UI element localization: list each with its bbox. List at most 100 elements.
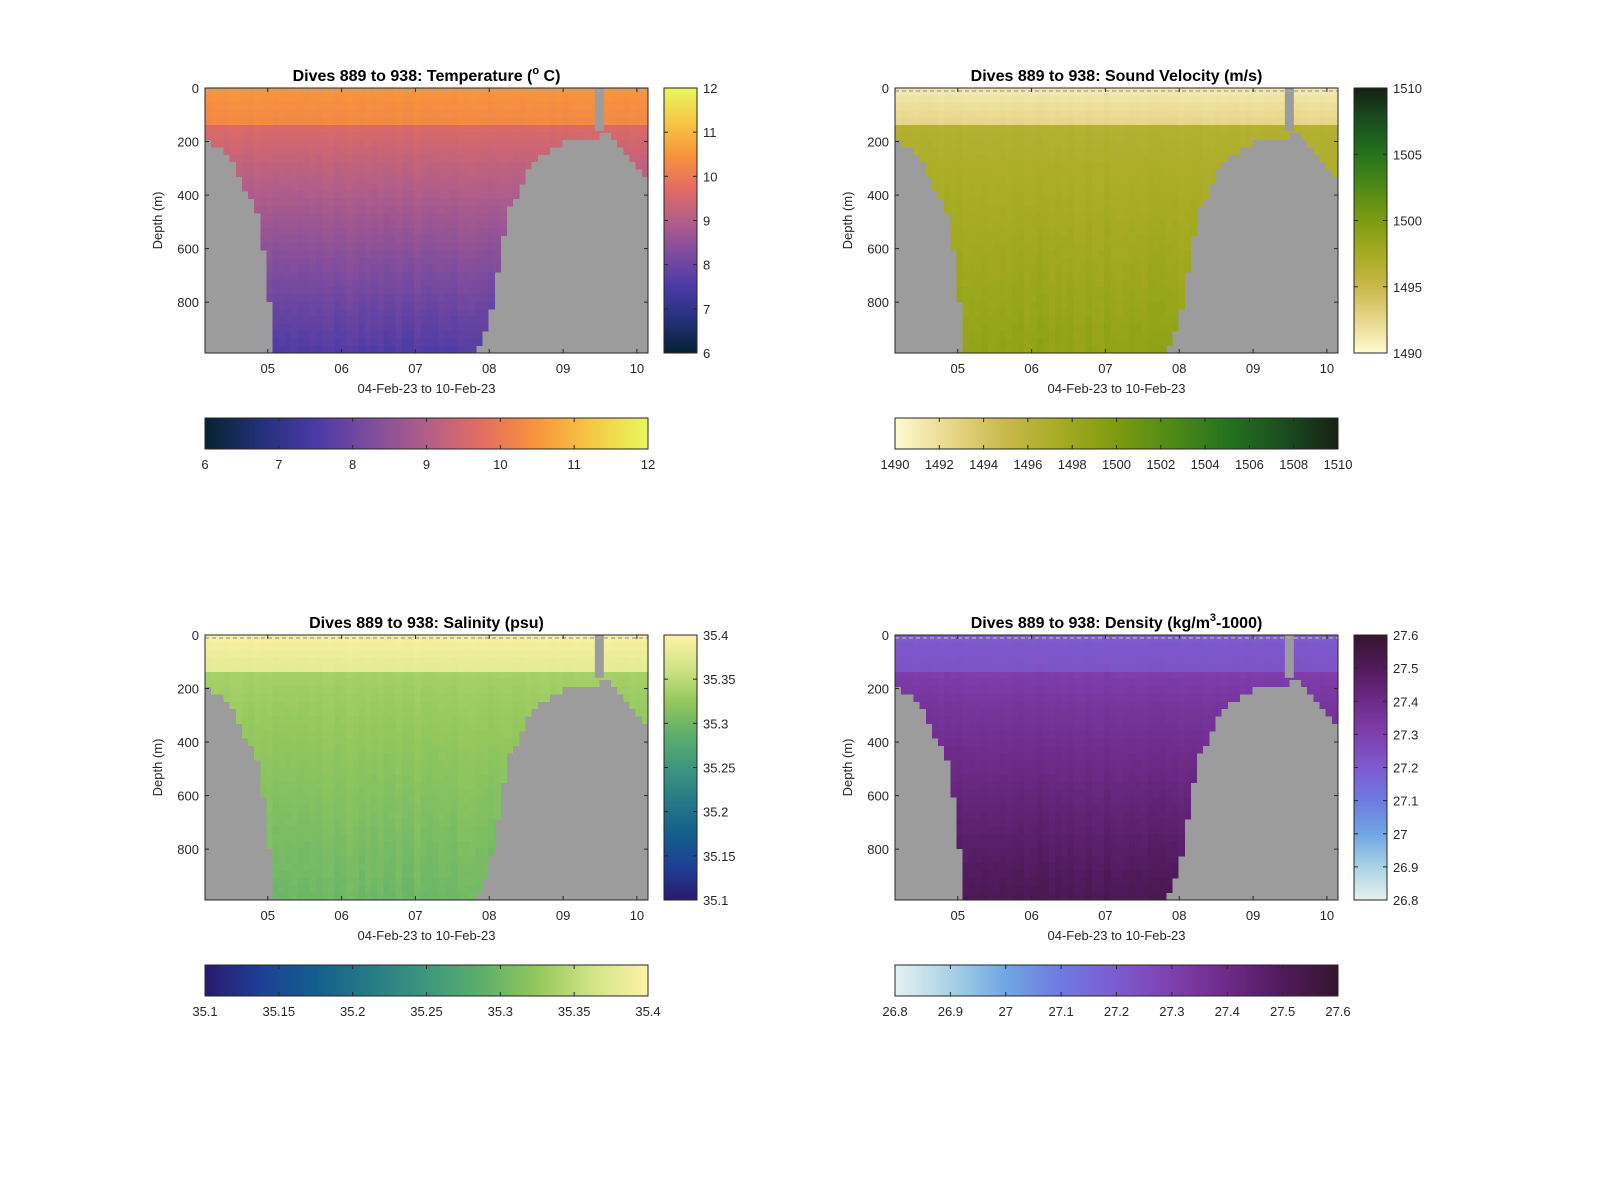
heatmap-cell <box>469 811 477 820</box>
heatmap-cell <box>481 294 489 303</box>
heatmap-cell <box>451 635 458 643</box>
heatmap-cell <box>395 686 403 695</box>
heatmap-cell <box>358 132 366 141</box>
heatmap-cell <box>1301 110 1308 119</box>
heatmap-cell <box>420 885 428 894</box>
heatmap-cell <box>999 146 1007 155</box>
heatmap-cell <box>395 257 403 266</box>
heatmap-cell <box>1147 264 1155 273</box>
heatmap-cell <box>1190 88 1198 96</box>
heatmap-cell <box>340 679 348 688</box>
heatmap-cell <box>438 110 446 119</box>
heatmap-cell <box>1116 323 1124 332</box>
heatmap-cell <box>291 855 298 864</box>
heatmap-cell <box>414 316 421 325</box>
heatmap-cell <box>432 139 440 148</box>
heatmap-cell <box>309 804 317 813</box>
heatmap-cell <box>451 664 458 673</box>
heatmap-cell <box>260 176 268 185</box>
heatmap-cell <box>1042 235 1050 244</box>
heatmap-cell <box>1024 323 1031 332</box>
heatmap-cell <box>266 789 274 798</box>
heatmap-cell <box>358 642 366 651</box>
heatmap-cell <box>284 774 292 783</box>
heatmap-cell <box>438 330 446 339</box>
heatmap-cell <box>297 161 305 170</box>
heatmap-cell <box>229 117 237 126</box>
heatmap-cell <box>438 789 446 798</box>
heatmap-cell <box>315 789 323 798</box>
heatmap-cell <box>334 191 341 200</box>
heatmap-cell <box>1227 88 1234 96</box>
heatmap-cell <box>444 294 452 303</box>
heatmap-cell <box>1036 235 1044 244</box>
heatmap-cell <box>389 242 397 251</box>
heatmap-cell <box>309 745 317 754</box>
heatmap-cell <box>1048 264 1056 273</box>
heatmap-cell <box>401 102 409 111</box>
heatmap-cell <box>956 95 964 104</box>
heatmap-cell <box>1141 154 1148 163</box>
heatmap-cell <box>389 124 397 133</box>
heatmap-cell <box>395 249 403 258</box>
heatmap-cell <box>604 102 612 111</box>
heatmap-cell <box>334 664 341 673</box>
heatmap-cell <box>229 88 237 96</box>
heatmap-cell <box>1067 205 1075 214</box>
heatmap-cell <box>931 176 939 185</box>
heatmap-cell <box>968 220 976 229</box>
heatmap-cell <box>291 848 298 857</box>
heatmap-cell <box>1054 235 1062 244</box>
heatmap-cell <box>321 183 329 192</box>
heatmap-cell <box>1128 132 1136 141</box>
heatmap-cell <box>241 117 249 126</box>
heatmap-cell <box>408 833 415 842</box>
heatmap-cell <box>383 885 391 894</box>
heatmap-cell <box>993 124 1001 133</box>
heatmap-cell <box>1202 102 1210 111</box>
heatmap-cell <box>444 176 452 185</box>
heatmap-cell <box>1011 168 1019 177</box>
heatmap-cell <box>334 95 341 104</box>
heatmap-cell <box>438 316 446 325</box>
heatmap-cell <box>1214 139 1222 148</box>
heatmap-cell <box>408 183 415 192</box>
heatmap-cell <box>371 863 378 872</box>
heatmap-cell <box>1171 279 1179 288</box>
heatmap-cell <box>377 323 385 332</box>
heatmap-cell <box>444 330 452 339</box>
heatmap-cell <box>383 132 391 141</box>
heatmap-cell <box>291 701 298 710</box>
heatmap-cell <box>981 264 988 273</box>
heatmap-cell <box>254 161 261 170</box>
heatmap-cell <box>444 272 452 280</box>
heatmap-cell <box>1202 161 1210 170</box>
heatmap-cell <box>1091 286 1099 295</box>
heatmap-cell <box>346 693 354 702</box>
heatmap-cell <box>1011 257 1019 266</box>
heatmap-cell <box>383 760 391 769</box>
heatmap-cell <box>1325 161 1333 170</box>
heatmap-cell <box>1276 117 1284 126</box>
heatmap-cell <box>1128 272 1136 280</box>
heatmap-cell <box>235 693 243 702</box>
heatmap-cell <box>383 796 391 805</box>
heatmap-cell <box>408 117 415 126</box>
heatmap-cell <box>1178 294 1185 303</box>
heatmap-cell <box>414 752 421 761</box>
heatmap-cell <box>371 330 378 339</box>
heatmap-cell <box>420 191 428 200</box>
heatmap-cell <box>438 102 446 111</box>
heatmap-cell <box>641 95 649 104</box>
heatmap-cell <box>303 723 311 732</box>
heatmap-cell <box>457 723 465 732</box>
heatmap-cell <box>1147 102 1155 111</box>
heatmap-cell <box>469 183 477 192</box>
heatmap-cell <box>1079 338 1087 347</box>
heatmap-cell <box>1239 88 1247 96</box>
heatmap-cell <box>291 345 298 354</box>
heatmap-cell <box>1134 286 1142 295</box>
heatmap-cell <box>469 257 477 266</box>
heatmap-cell <box>383 642 391 651</box>
heatmap-cell <box>1165 161 1173 170</box>
